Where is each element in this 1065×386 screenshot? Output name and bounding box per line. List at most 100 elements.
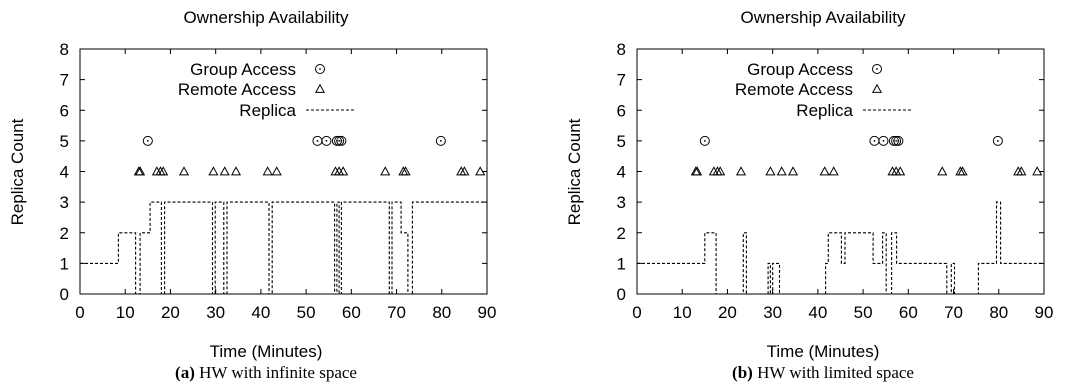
group-access-point-center (146, 139, 149, 142)
y-tick-label: 2 (60, 224, 69, 243)
group-access-point-center (338, 139, 341, 142)
x-axis-label: Time (Minutes) (767, 342, 880, 361)
group-access-point-center (439, 139, 442, 142)
y-tick-label: 1 (60, 254, 69, 273)
y-tick-label: 7 (60, 71, 69, 90)
remote-access-point (1016, 166, 1027, 176)
remote-access-point (787, 166, 799, 176)
y-tick-label: 0 (60, 285, 69, 304)
caption-label: (b) (732, 363, 753, 382)
remote-access-point (230, 166, 242, 176)
remote-access-point (692, 166, 703, 176)
y-tick-label: 1 (617, 254, 626, 273)
x-tick-label: 90 (1035, 303, 1054, 322)
legend-label-group-access: Group Access (747, 60, 853, 79)
x-tick-label: 90 (478, 303, 497, 322)
group-access-point (336, 135, 347, 146)
remote-access-point (135, 166, 146, 176)
group-access-point (334, 135, 345, 146)
caption-text: HW with infinite space (199, 363, 357, 382)
group-access-point-center (340, 139, 343, 142)
caption-text: HW with limited space (757, 363, 914, 382)
legend-symbol-remote-access (314, 83, 326, 93)
y-tick-label: 8 (617, 40, 626, 59)
group-access-point-center (703, 139, 706, 142)
remote-access-point (776, 166, 787, 176)
group-access-point-center (882, 139, 885, 142)
remote-access-point (1032, 166, 1043, 176)
x-tick-label: 60 (899, 303, 918, 322)
group-access-point (699, 135, 710, 146)
x-tick-label: 10 (673, 303, 692, 322)
y-tick-label: 8 (60, 40, 69, 59)
replica-line (80, 201, 487, 295)
group-access-point-center (325, 139, 328, 142)
x-tick-label: 30 (763, 303, 782, 322)
remote-access-point (219, 166, 230, 176)
replica-line (637, 201, 1044, 295)
chart-panel-a: Ownership Availability Replica Count Tim… (8, 8, 496, 382)
y-tick-label: 3 (617, 193, 626, 212)
chart-title: Ownership Availability (183, 8, 349, 27)
y-tick-label: 3 (60, 193, 69, 212)
remote-access-point (178, 166, 190, 176)
x-tick-label: 10 (116, 303, 135, 322)
group-access-point-center (996, 139, 999, 142)
legend-label-replica: Replica (239, 101, 296, 120)
legend-label-remote-access: Remote Access (178, 80, 296, 99)
remote-access-point (475, 166, 486, 176)
y-tick-label: 5 (617, 132, 626, 151)
remote-access-point (459, 166, 470, 176)
x-tick-label: 70 (387, 303, 406, 322)
legend-label-replica: Replica (796, 101, 853, 120)
remote-access-point (271, 166, 282, 176)
legend-label-group-access: Group Access (190, 60, 296, 79)
legend-label-remote-access: Remote Access (735, 80, 853, 99)
x-tick-label: 40 (251, 303, 270, 322)
x-tick-label: 20 (161, 303, 180, 322)
y-axis-label: Replica Count (565, 118, 584, 225)
group-access-point-center (897, 139, 900, 142)
legend-symbol-remote-access (871, 83, 883, 93)
y-tick-label: 2 (617, 224, 626, 243)
remote-access-point (715, 166, 726, 176)
axis-ticks: 0 10 20 30 40 50 60 70 80 90 0 1 2 3 4 5 6 7 8 (60, 40, 497, 322)
x-tick-label: 60 (342, 303, 361, 322)
remote-access-point (208, 166, 219, 176)
remote-access-point (828, 166, 839, 176)
remote-access-point (262, 166, 273, 176)
group-access-point-center (895, 139, 898, 142)
group-access-point (435, 135, 446, 146)
remote-access-point (957, 166, 968, 176)
x-tick-label: 0 (75, 303, 84, 322)
group-access-point-center (319, 68, 321, 70)
x-tick-label: 50 (854, 303, 873, 322)
series-layer (80, 135, 487, 295)
group-access-point-center (876, 68, 878, 70)
chart-title: Ownership Availability (740, 8, 906, 27)
remote-access-point (380, 166, 391, 176)
remote-access-point (338, 166, 349, 176)
x-tick-label: 70 (944, 303, 963, 322)
remote-access-point (158, 166, 169, 176)
group-access-point (992, 135, 1003, 146)
group-access-point-center (316, 139, 319, 142)
y-tick-label: 6 (60, 101, 69, 120)
y-tick-label: 6 (617, 101, 626, 120)
legend: Group Access Remote Access Replica (735, 60, 913, 120)
x-tick-label: 80 (432, 303, 451, 322)
remote-access-point (819, 166, 830, 176)
legend-symbol-group-access (872, 64, 882, 74)
chart-panel-b: Ownership Availability Replica Count Tim… (565, 8, 1053, 382)
legend-symbol-group-access (315, 64, 325, 74)
x-tick-label: 50 (297, 303, 316, 322)
x-tick-label: 0 (632, 303, 641, 322)
group-access-point (142, 135, 153, 146)
group-access-point (891, 135, 902, 146)
remote-access-point (895, 166, 906, 176)
group-access-point-center (873, 139, 876, 142)
remote-access-point (735, 166, 747, 176)
x-tick-label: 30 (206, 303, 225, 322)
caption-label: (a) (175, 363, 195, 382)
